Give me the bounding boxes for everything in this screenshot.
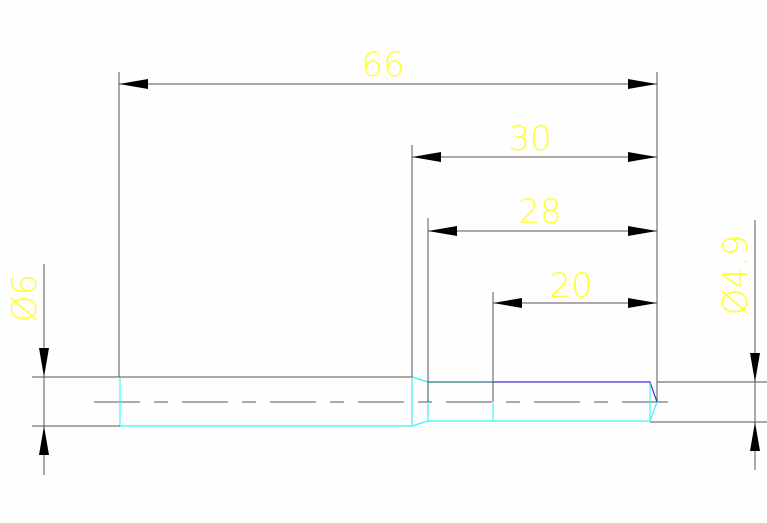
dim-text-66: 66	[361, 45, 404, 85]
dim-text-diameter-right: Ø4.9	[716, 235, 756, 316]
dim-text-diameter-left: Ø6	[5, 274, 45, 322]
dim-text-28: 28	[518, 192, 561, 232]
dimension-diameter-left	[39, 264, 49, 475]
dimension-30	[412, 152, 657, 162]
extension-lines	[32, 72, 767, 427]
dimension-28	[428, 226, 657, 236]
dimension-20	[493, 298, 657, 308]
dim-text-20: 20	[549, 266, 592, 306]
dim-text-30: 30	[508, 119, 551, 159]
dimension-66	[119, 79, 657, 89]
dimension-diameter-right	[750, 220, 760, 470]
